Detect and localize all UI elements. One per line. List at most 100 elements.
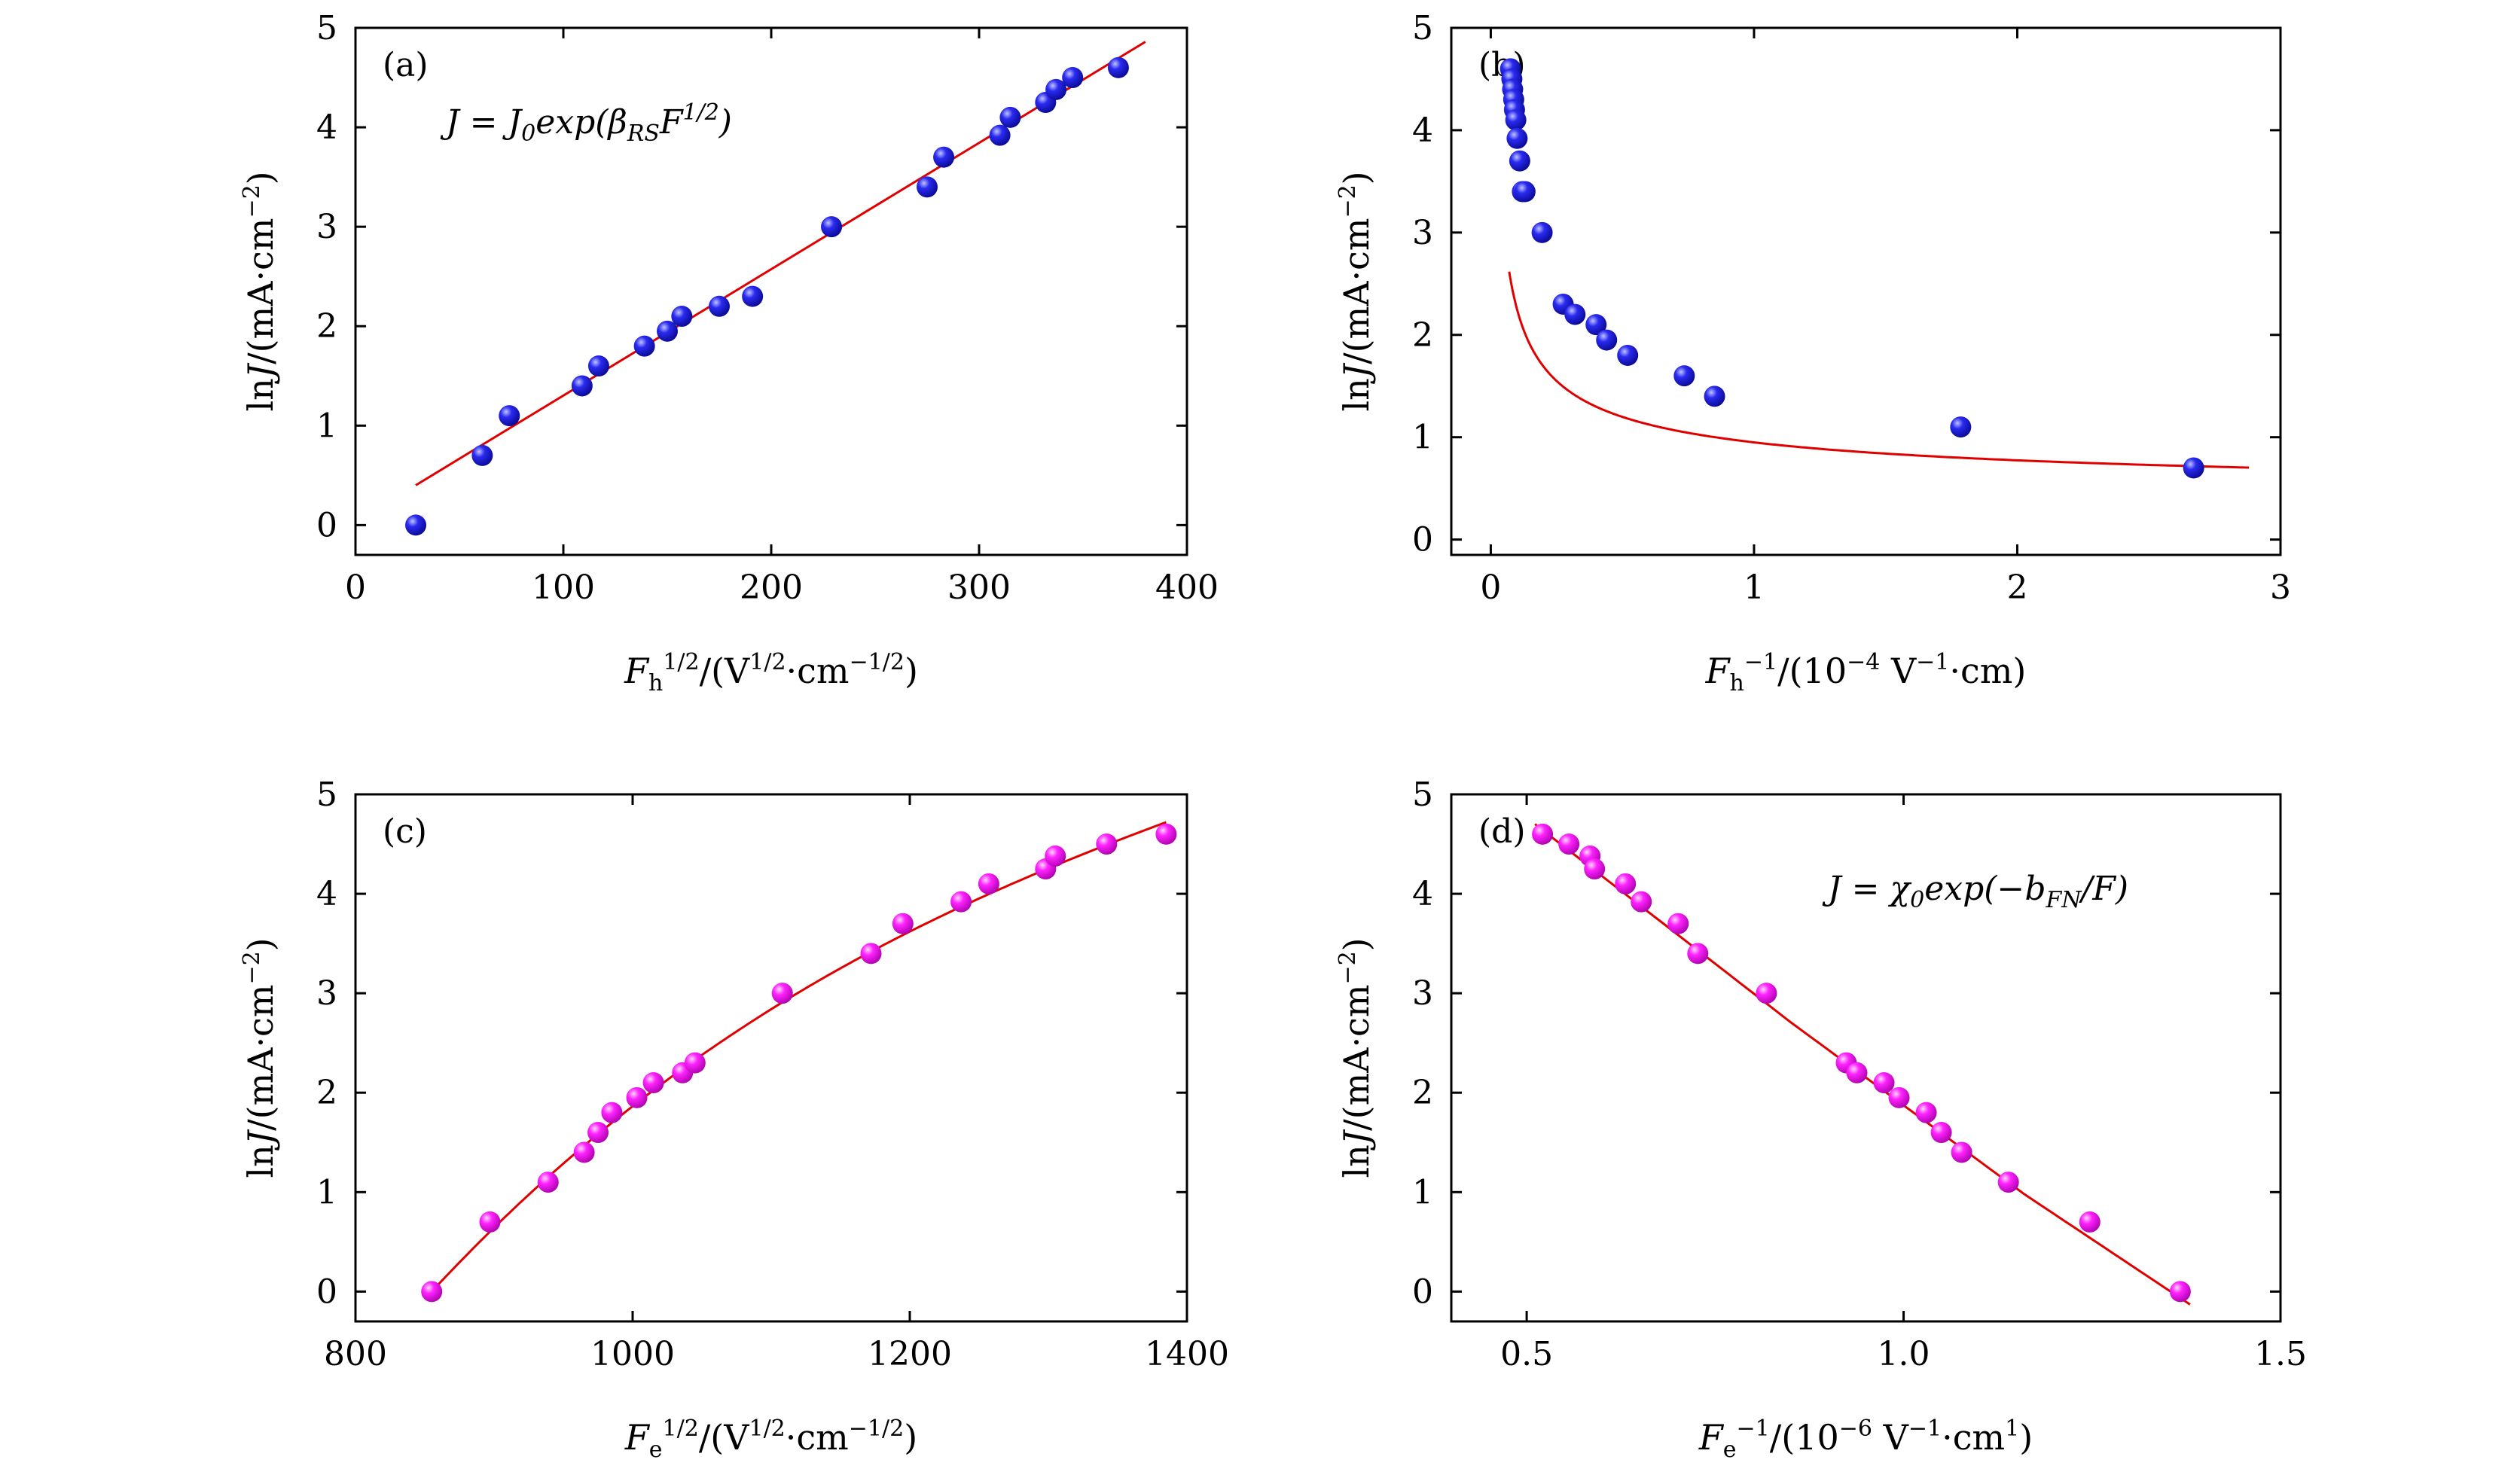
data-point	[1615, 873, 1637, 894]
x-tick-label: 0.5	[1500, 1335, 1553, 1373]
data-point	[978, 873, 999, 894]
data-point	[1107, 56, 1129, 78]
data-point	[1704, 386, 1725, 407]
y-tick-label: 4	[1412, 111, 1433, 150]
data-point	[1514, 181, 1536, 203]
y-tick-label: 4	[316, 875, 337, 913]
x-axis-label: Fh−1/(10−4 V−1·cm)	[1705, 649, 2027, 696]
data-point	[1873, 1072, 1895, 1094]
data-point	[1617, 344, 1639, 366]
data-point	[1756, 983, 1777, 1004]
panel-c-chart: 800 1000 1200 1400 0 1 2 3 4 5 Fe1/2/(V1/2·cm−1/2)…	[239, 776, 1229, 1463]
data-point	[1997, 1172, 2019, 1193]
data-point	[1558, 833, 1580, 855]
y-tick-label: 1	[1412, 1173, 1433, 1211]
data-point	[421, 1281, 443, 1303]
x-axis-label: Fe1/2/(V1/2·cm−1/2)	[624, 1416, 917, 1463]
y-tick-label: 2	[1412, 316, 1433, 355]
data-point	[1915, 1102, 1937, 1123]
equation-annotation: J = χ0exp(−bFN/F)	[1822, 870, 2128, 913]
x-axis-label: Fe−1/(10−6 V−1·cm1)	[1698, 1416, 2033, 1463]
data-point	[1950, 416, 1972, 438]
data-point	[1687, 943, 1709, 965]
panel-d-chart: 0.5 1.0 1.5 0 1 2 3 4 5 Fe−1/(10−6 V−1·cm1) lnJ/(m…	[1335, 776, 2307, 1463]
x-tick-label: 300	[947, 568, 1011, 607]
panel-b-chart: 0 1 2 3 0 1 2 3 4 5 Fh−1/(10−4 V−1·cm) lnJ/(mA·cm−2…	[1335, 9, 2291, 696]
data-point	[1585, 314, 1607, 336]
data-point	[1846, 1062, 1868, 1083]
data-point	[1631, 891, 1652, 913]
data-point	[771, 983, 793, 1004]
data-point	[1930, 1122, 1952, 1144]
data-point	[709, 295, 730, 317]
data-point	[1596, 329, 1618, 351]
data-point	[933, 146, 955, 168]
y-tick-label: 1	[1412, 419, 1433, 457]
data-point	[1673, 365, 1695, 387]
panel-a-chart: 0 100 200 300 400 0 1 2 3 4 5 Fh1/2/(V1/2·cm−1/2) ln…	[239, 9, 1219, 696]
y-tick-label: 3	[316, 208, 337, 246]
panel-label: (d)	[1478, 812, 1526, 851]
equation-annotation: J = J0exp(βRSF1/2)	[440, 99, 732, 147]
panel-label: (c)	[383, 812, 427, 851]
data-point	[1564, 303, 1586, 325]
y-tick-label: 4	[316, 108, 337, 147]
y-tick-label: 0	[316, 1272, 337, 1311]
x-tick-label: 800	[324, 1335, 387, 1373]
plot-frame	[1450, 26, 2282, 556]
y-tick-label: 0	[316, 506, 337, 544]
data-point	[571, 375, 593, 397]
y-tick-label: 0	[1412, 1272, 1433, 1311]
data-point	[537, 1172, 559, 1193]
data-point	[633, 335, 655, 357]
data-point	[950, 891, 972, 913]
x-tick-label: 3	[2270, 568, 2291, 607]
y-axis-label: lnJ/(mA·cm−2)	[1335, 171, 1377, 411]
data-point	[1532, 823, 1554, 845]
data-point	[479, 1211, 501, 1233]
y-tick-label: 3	[316, 974, 337, 1013]
plot-frame	[354, 793, 1188, 1323]
data-point	[1509, 150, 1530, 172]
y-axis-label: lnJ/(mA·cm−2)	[1335, 937, 1377, 1178]
x-tick-label: 0	[345, 568, 366, 607]
x-tick-label: 1000	[590, 1335, 675, 1373]
x-tick-label: 400	[1155, 568, 1219, 607]
y-tick-label: 4	[1412, 875, 1433, 913]
y-axis-label: lnJ/(mA·cm−2)	[239, 171, 281, 411]
data-point	[1584, 858, 1606, 880]
data-point	[1062, 67, 1084, 89]
data-point	[601, 1102, 623, 1123]
data-point	[917, 176, 938, 198]
data-point	[671, 306, 693, 328]
fit-line	[1508, 271, 2250, 469]
data-point	[642, 1072, 664, 1094]
x-tick-label: 1	[1744, 568, 1765, 607]
data-point	[742, 285, 764, 307]
y-tick-label: 1	[316, 1173, 337, 1211]
y-axis-label: lnJ/(mA·cm−2)	[239, 937, 281, 1178]
data-point	[657, 320, 678, 342]
y-tick-label: 5	[316, 776, 337, 814]
x-tick-label: 1.0	[1878, 1335, 1930, 1373]
data-point	[1045, 845, 1066, 867]
data-point	[1505, 109, 1527, 131]
data-point	[892, 913, 914, 934]
data-point	[1155, 823, 1177, 845]
data-point	[573, 1141, 595, 1163]
data-point	[626, 1086, 648, 1108]
plot-frame	[1450, 793, 2282, 1323]
data-point	[1667, 913, 1689, 934]
y-tick-label: 5	[1412, 9, 1433, 47]
data-point	[1951, 1141, 1972, 1163]
data-point	[2169, 1281, 2191, 1303]
data-point	[860, 943, 882, 965]
data-point	[471, 444, 493, 466]
x-tick-label: 200	[740, 568, 803, 607]
y-tick-label: 5	[1412, 776, 1433, 814]
fit-line	[415, 41, 1146, 486]
x-tick-label: 100	[532, 568, 595, 607]
x-tick-label: 1400	[1145, 1335, 1229, 1373]
fit-line	[431, 821, 1167, 1293]
